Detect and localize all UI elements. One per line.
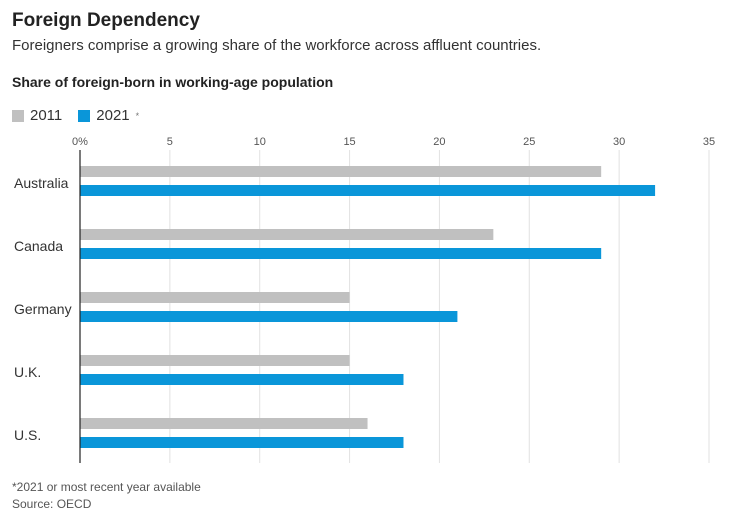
x-tick-label: 25 — [523, 136, 535, 148]
source: Source: OECD — [12, 497, 92, 511]
legend-swatch — [12, 109, 24, 122]
category-label: Germany — [14, 301, 72, 317]
legend-label: 2021 — [96, 107, 130, 124]
legend: 2011 2021 * — [12, 107, 149, 124]
page-title: Foreign Dependency — [12, 10, 200, 31]
bar-2021 — [80, 374, 404, 385]
bar-2021 — [80, 248, 602, 259]
x-tick-label: 20 — [433, 136, 445, 148]
subtitle: Foreigners comprise a growing share of t… — [12, 37, 542, 54]
bar-2011 — [80, 166, 602, 177]
legend-label: 2011 — [30, 107, 63, 124]
legend-item-2011: 2011 — [12, 107, 62, 124]
bar-2011 — [80, 229, 494, 240]
x-tick-label: 0% — [72, 136, 88, 148]
category-label: Canada — [14, 238, 63, 254]
bar-2021 — [80, 185, 656, 196]
category-label: U.K. — [14, 364, 41, 380]
footnote: *2021 or most recent year available — [12, 480, 201, 494]
x-tick-label: 15 — [343, 136, 355, 148]
bar-2011 — [80, 355, 350, 366]
category-label: Australia — [14, 175, 69, 191]
legend-item-2021: 2021 * — [78, 107, 139, 124]
bar-2011 — [80, 418, 368, 429]
x-tick-label: 10 — [254, 136, 266, 148]
bar-2021 — [80, 437, 404, 448]
legend-swatch — [78, 109, 91, 122]
category-label: U.S. — [14, 427, 41, 443]
x-tick-label: 35 — [703, 136, 715, 148]
bar-2021 — [80, 311, 458, 322]
chart-title: Share of foreign-born in working-age pop… — [12, 74, 334, 90]
x-tick-label: 30 — [613, 136, 625, 148]
x-tick-label: 5 — [167, 136, 173, 148]
bar-2011 — [80, 292, 350, 303]
legend-marker: * — [135, 110, 140, 121]
